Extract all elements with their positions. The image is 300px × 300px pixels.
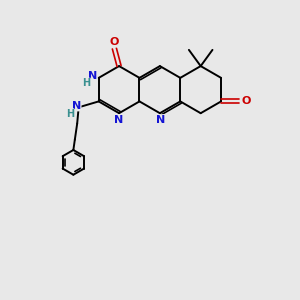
Text: N: N <box>114 115 123 125</box>
Text: H: H <box>82 78 90 88</box>
Text: H: H <box>66 109 74 119</box>
Text: N: N <box>88 71 97 81</box>
Text: N: N <box>156 115 165 125</box>
Text: O: O <box>110 37 119 47</box>
Text: O: O <box>241 96 250 106</box>
Text: N: N <box>72 101 81 111</box>
